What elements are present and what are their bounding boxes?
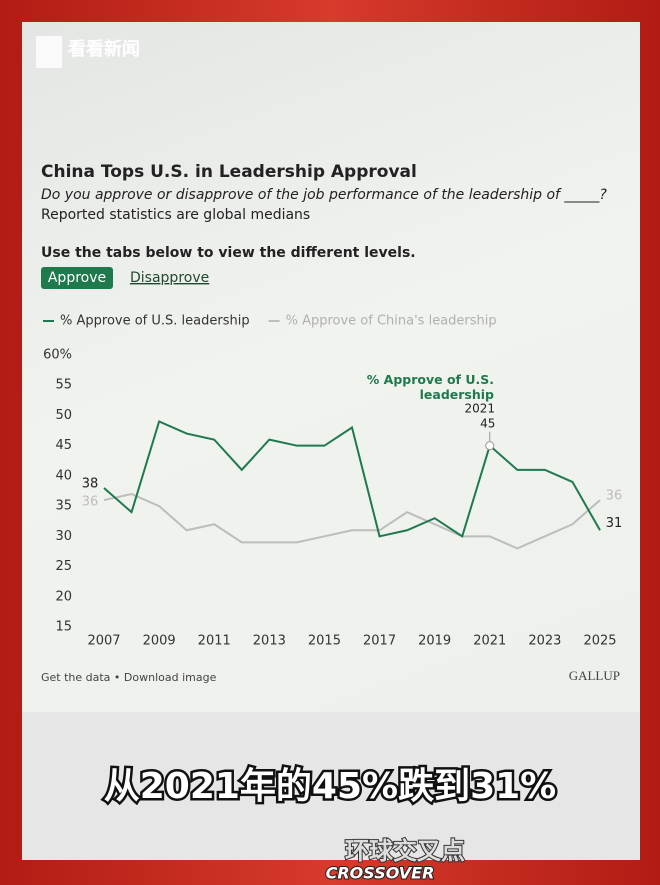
data-label: 31 <box>606 516 623 531</box>
y-tick-label: 55 <box>55 378 72 393</box>
annotation-value: 45 <box>480 417 495 431</box>
legend-label: % Approve of China's leadership <box>286 314 497 329</box>
series-line <box>103 420 601 538</box>
data-label: 36 <box>606 489 623 504</box>
x-tick-label: 2021 <box>473 634 506 649</box>
lower-panel <box>22 712 640 860</box>
x-tick-label: 2017 <box>363 634 396 649</box>
caption: 从2021年的45%跌到31% <box>104 766 557 807</box>
x-tick-label: 2019 <box>418 634 451 649</box>
y-tick-label: 30 <box>55 529 72 544</box>
note: Reported statistics are global medians <box>41 207 310 223</box>
annotation: % Approve of U.S. leadership <box>366 372 494 402</box>
x-tick-label: 2013 <box>253 634 286 649</box>
tab-active[interactable] <box>41 267 113 289</box>
brand: GALLUP <box>569 668 620 683</box>
data-label: 36 <box>82 495 99 510</box>
x-tick-label: 2011 <box>198 634 231 649</box>
series-line <box>103 492 601 550</box>
x-tick-label: 2009 <box>143 634 176 649</box>
logo: 看看新闻 <box>67 38 140 60</box>
y-tick-label: 40 <box>55 468 72 483</box>
x-tick-label: 2015 <box>308 634 341 649</box>
show-name: 环球交叉点 <box>345 837 465 865</box>
chart-title: China Tops U.S. in Leadership Approval <box>41 162 417 182</box>
y-tick-label: 25 <box>55 559 72 574</box>
logo-icon <box>36 36 62 68</box>
y-tick-label: 35 <box>55 499 72 514</box>
annotation-x: 2021 <box>465 402 496 416</box>
x-tick-label: 2025 <box>583 634 616 649</box>
y-tick-label: 50 <box>55 408 72 423</box>
y-tick-label: 20 <box>55 589 72 604</box>
x-tick-label: 2023 <box>528 634 561 649</box>
tab[interactable]: Approve <box>48 270 106 286</box>
y-tick-label: 15 <box>55 620 72 635</box>
legend-label: % Approve of U.S. leadership <box>60 314 250 329</box>
y-tick-label: 45 <box>55 438 72 453</box>
data-label: 38 <box>82 476 99 491</box>
subtitle: Do you approve or disapprove of the job … <box>41 187 607 203</box>
tab[interactable]: Disapprove <box>130 270 209 286</box>
instruction: Use the tabs below to view the different… <box>41 245 416 261</box>
show-sub: CROSSOVER <box>326 864 435 883</box>
x-tick-label: 2007 <box>87 634 120 649</box>
y-tick-label: 60% <box>43 348 72 363</box>
footer-links[interactable]: Get the data • Download image <box>41 671 217 684</box>
annotation-point <box>485 441 495 451</box>
